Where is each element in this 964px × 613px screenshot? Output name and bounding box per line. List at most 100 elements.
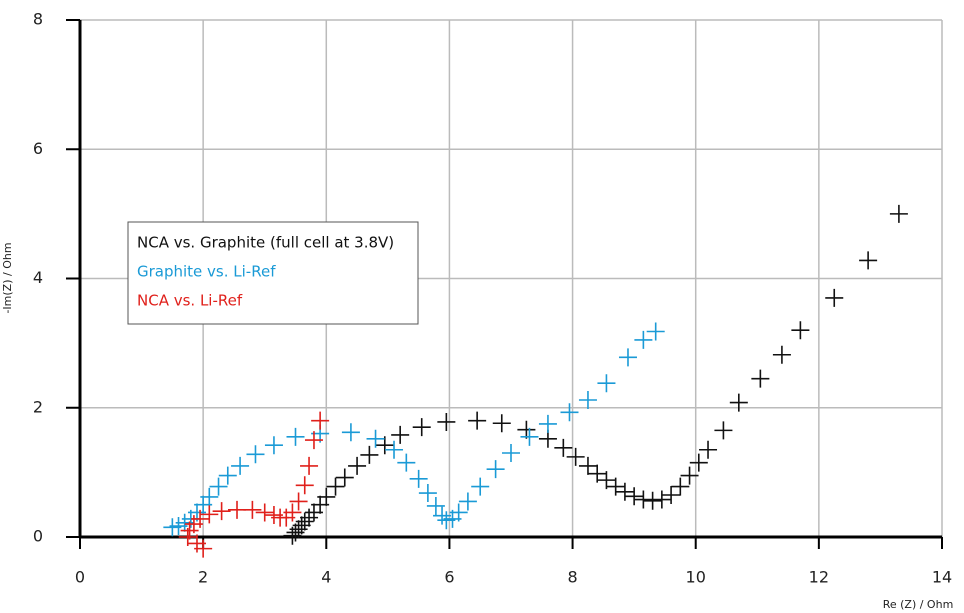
marker xyxy=(643,491,662,510)
marker xyxy=(566,447,585,466)
marker xyxy=(300,508,319,527)
marker xyxy=(859,251,878,270)
x-tick-label: 8 xyxy=(567,568,577,587)
marker xyxy=(246,445,265,464)
marker xyxy=(295,476,314,495)
marker xyxy=(335,468,354,487)
marker xyxy=(397,453,416,472)
marker xyxy=(194,539,213,558)
marker xyxy=(243,500,262,519)
x-tick-label: 2 xyxy=(198,568,208,587)
x-tick-label: 6 xyxy=(444,568,454,587)
marker xyxy=(200,487,219,506)
marker xyxy=(791,321,810,340)
marker xyxy=(212,502,231,521)
marker xyxy=(625,487,644,506)
marker xyxy=(304,431,323,450)
marker xyxy=(588,464,607,483)
marker xyxy=(634,490,653,509)
x-tick-label: 12 xyxy=(809,568,829,587)
marker xyxy=(699,440,718,459)
marker xyxy=(209,477,228,496)
marker xyxy=(615,482,634,501)
marker xyxy=(348,456,367,475)
marker xyxy=(538,414,557,433)
marker xyxy=(228,500,247,519)
x-axis-label: Re (Z) / Ohm xyxy=(883,598,954,611)
marker xyxy=(264,436,283,455)
marker xyxy=(326,477,345,496)
marker xyxy=(689,453,708,472)
marker xyxy=(449,503,468,522)
legend-entry: NCA vs. Graphite (full cell at 3.8V) xyxy=(137,234,394,252)
marker xyxy=(385,440,404,459)
marker xyxy=(433,506,452,525)
marker xyxy=(437,412,456,431)
marker xyxy=(366,429,385,448)
y-tick-label: 2 xyxy=(33,397,43,416)
marker xyxy=(289,492,308,511)
marker xyxy=(471,477,490,496)
marker xyxy=(231,456,250,475)
marker xyxy=(458,492,477,511)
marker xyxy=(671,477,690,496)
marker xyxy=(300,456,319,475)
legend-entry: Graphite vs. Li-Ref xyxy=(137,263,276,281)
marker xyxy=(520,427,539,446)
marker xyxy=(292,516,311,535)
marker xyxy=(578,456,597,475)
marker xyxy=(597,471,616,490)
x-tick-label: 0 xyxy=(75,568,85,587)
y-tick-label: 0 xyxy=(33,527,43,546)
x-tick-label: 10 xyxy=(686,568,706,587)
series xyxy=(178,411,330,558)
marker xyxy=(341,423,360,442)
marker xyxy=(409,469,428,488)
marker xyxy=(751,369,770,388)
marker xyxy=(729,393,748,412)
marker xyxy=(554,438,573,457)
marker xyxy=(502,443,520,462)
marker xyxy=(360,445,379,464)
marker xyxy=(317,487,336,506)
marker xyxy=(646,322,665,341)
marker xyxy=(517,420,536,439)
marker xyxy=(825,288,844,307)
marker xyxy=(618,348,637,367)
series xyxy=(163,322,665,537)
marker xyxy=(492,414,511,433)
marker xyxy=(418,484,437,503)
y-axis-label: -Im(Z) / Ohm xyxy=(1,242,14,313)
series xyxy=(283,204,908,545)
y-tick-label: 8 xyxy=(33,10,43,29)
marker xyxy=(311,411,330,430)
marker xyxy=(597,374,616,393)
marker xyxy=(391,425,410,444)
x-tick-label: 14 xyxy=(932,568,952,587)
marker xyxy=(486,460,505,479)
legend-entry: NCA vs. Li-Ref xyxy=(137,292,243,310)
marker xyxy=(286,427,305,446)
marker xyxy=(606,477,625,496)
marker xyxy=(889,204,908,223)
marker xyxy=(652,490,671,509)
marker xyxy=(426,496,445,515)
marker xyxy=(218,466,237,485)
y-tick-label: 4 xyxy=(33,268,43,287)
marker xyxy=(578,390,597,409)
marker xyxy=(560,403,579,422)
marker xyxy=(191,509,210,528)
marker xyxy=(412,418,431,437)
marker xyxy=(714,421,733,440)
y-tick-label: 6 xyxy=(33,139,43,158)
legend-box xyxy=(127,221,419,325)
marker xyxy=(200,505,219,524)
marker xyxy=(255,503,274,522)
marker xyxy=(634,330,653,349)
marker xyxy=(662,485,681,504)
marker xyxy=(468,411,487,430)
x-tick-label: 4 xyxy=(321,568,331,587)
marker xyxy=(375,436,394,455)
marker xyxy=(772,345,791,364)
